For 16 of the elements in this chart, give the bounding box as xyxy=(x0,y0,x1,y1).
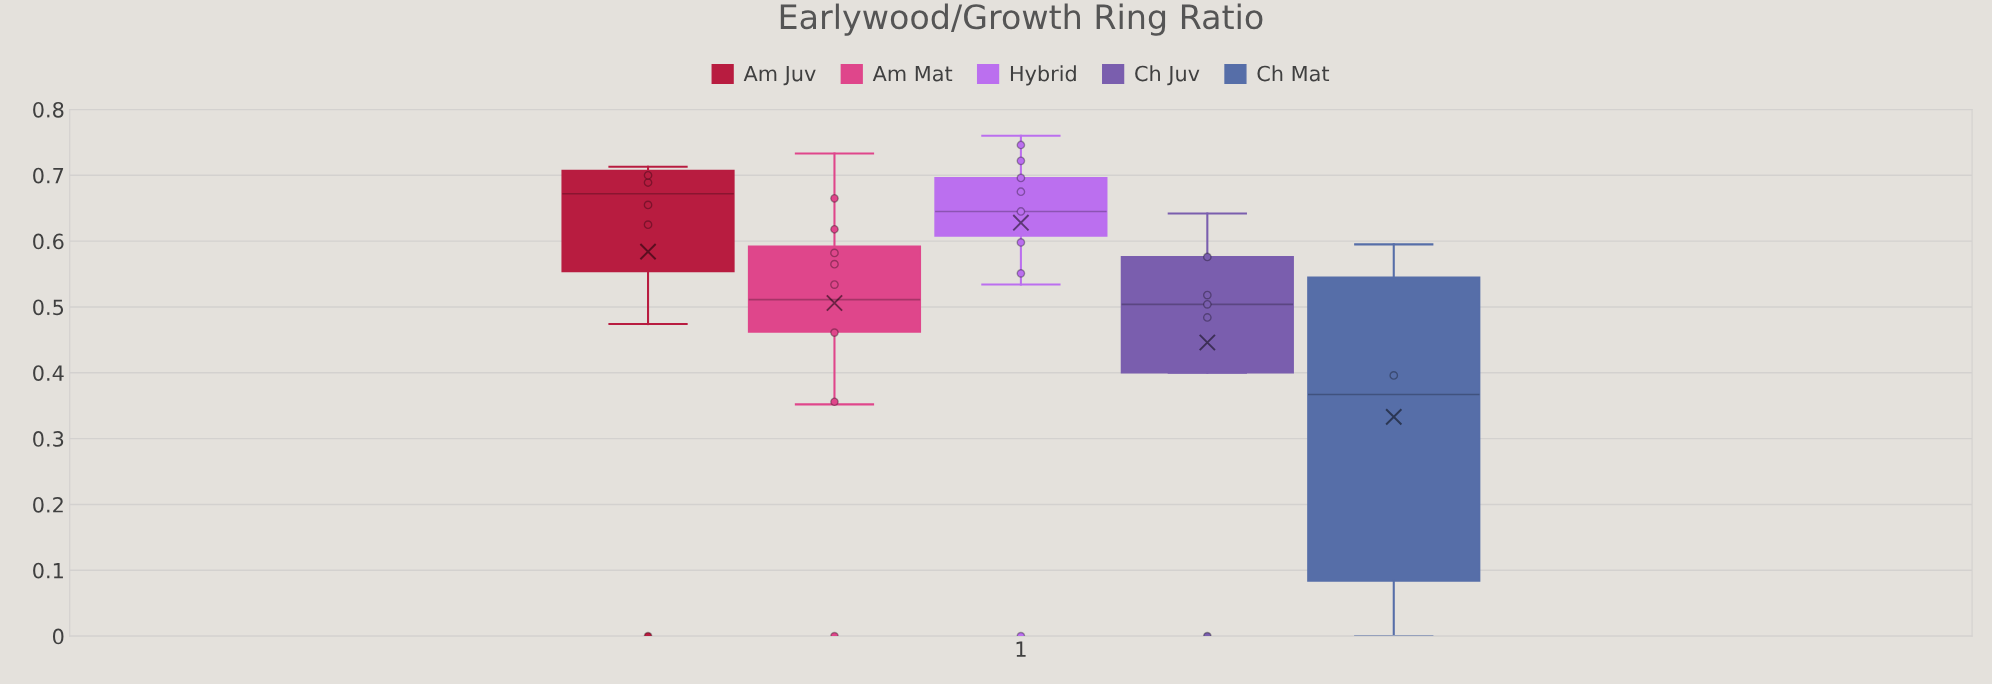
legend-label: Ch Juv xyxy=(1135,65,1200,86)
y-tick-label: 0.6 xyxy=(33,233,64,250)
y-tick-label: 0.4 xyxy=(33,365,64,381)
legend-label: Am Juv xyxy=(743,65,816,86)
y-tick-label: 0.7 xyxy=(33,167,64,184)
y-tick-label: 0.1 xyxy=(33,562,63,579)
legend-label: Hybrid xyxy=(1010,65,1076,86)
y-tick-label: 0.8 xyxy=(33,101,64,118)
legend-label: Am Mat xyxy=(872,65,953,82)
y-tick-label: 0.3 xyxy=(33,431,64,447)
legend-label: Ch Mat xyxy=(1257,65,1330,82)
chart-title: Earlywood/Growth Ring Ratio xyxy=(780,3,1263,36)
y-tick-label: 0.5 xyxy=(33,299,64,316)
y-tick-label: 0 xyxy=(52,628,64,645)
x-tick-label: 1 xyxy=(1016,641,1026,657)
y-tick-label: 0.2 xyxy=(33,496,63,513)
